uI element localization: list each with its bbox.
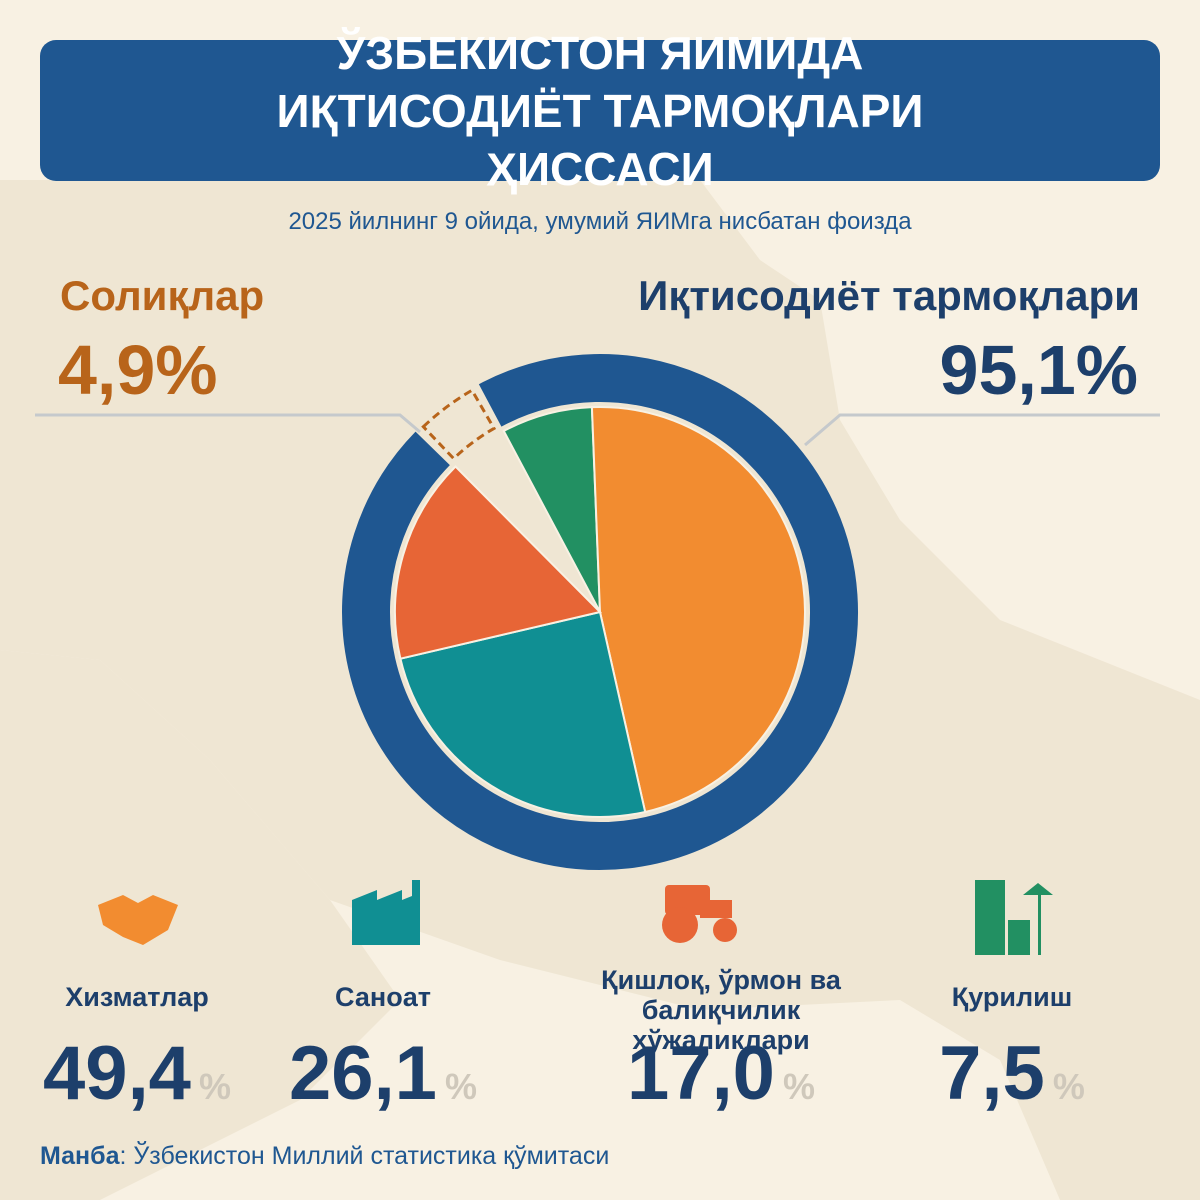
source: Манба: Ўзбекистон Миллий статистика қўми… [40, 1142, 610, 1170]
unit: % [444, 1066, 477, 1107]
category-label: Қишлоқ, ўрмон ва балиқчилик хўжаликлари [601, 965, 841, 1055]
unit: % [782, 1066, 815, 1107]
source-label: Манба [40, 1142, 120, 1170]
value: 26,1 [289, 1031, 437, 1116]
category-label: Хизматлар [65, 982, 209, 1012]
economy-value: 95,1% [939, 331, 1138, 409]
taxes-segment [421, 388, 497, 461]
category-label: Саноат [335, 982, 431, 1012]
value: 7,5 [939, 1031, 1045, 1116]
economy-label: Иқтисодиёт тармоқлари [638, 272, 1140, 319]
source-text: Ўзбекистон Миллий статистика қўмитаси [133, 1142, 610, 1170]
value: 49,4 [43, 1031, 191, 1116]
leader-line [35, 413, 421, 434]
value-label: 17,0% [571, 1030, 871, 1117]
icon-factory [352, 880, 420, 945]
unit: % [198, 1066, 231, 1107]
pie-slice [590, 406, 806, 814]
value-label: 26,1% [233, 1030, 533, 1117]
leader-line [804, 413, 1160, 447]
unit: % [1052, 1066, 1085, 1107]
taxes-value: 4,9% [58, 331, 218, 409]
subtitle: 2025 йилнинг 9 ойида, умумий ЯИМга нисба… [288, 208, 912, 235]
value-label: 49,4% [0, 1030, 287, 1117]
pie-slice [399, 610, 647, 818]
taxes-label: Солиқлар [60, 272, 265, 319]
pie [342, 354, 858, 870]
value-label: 7,5% [862, 1030, 1162, 1117]
icon-tractor [662, 885, 737, 943]
title: ЎЗБЕКИСТОН ЯИМИДА ИҚТИСОДИЁТ ТАРМОҚЛАРИ … [40, 27, 1160, 195]
value: 17,0 [627, 1031, 775, 1116]
icon-building [975, 880, 1053, 955]
pie-slice [394, 465, 602, 660]
ring-arc [342, 354, 858, 870]
category-label: Қурилиш [951, 982, 1073, 1012]
icon-handshake [98, 895, 178, 945]
